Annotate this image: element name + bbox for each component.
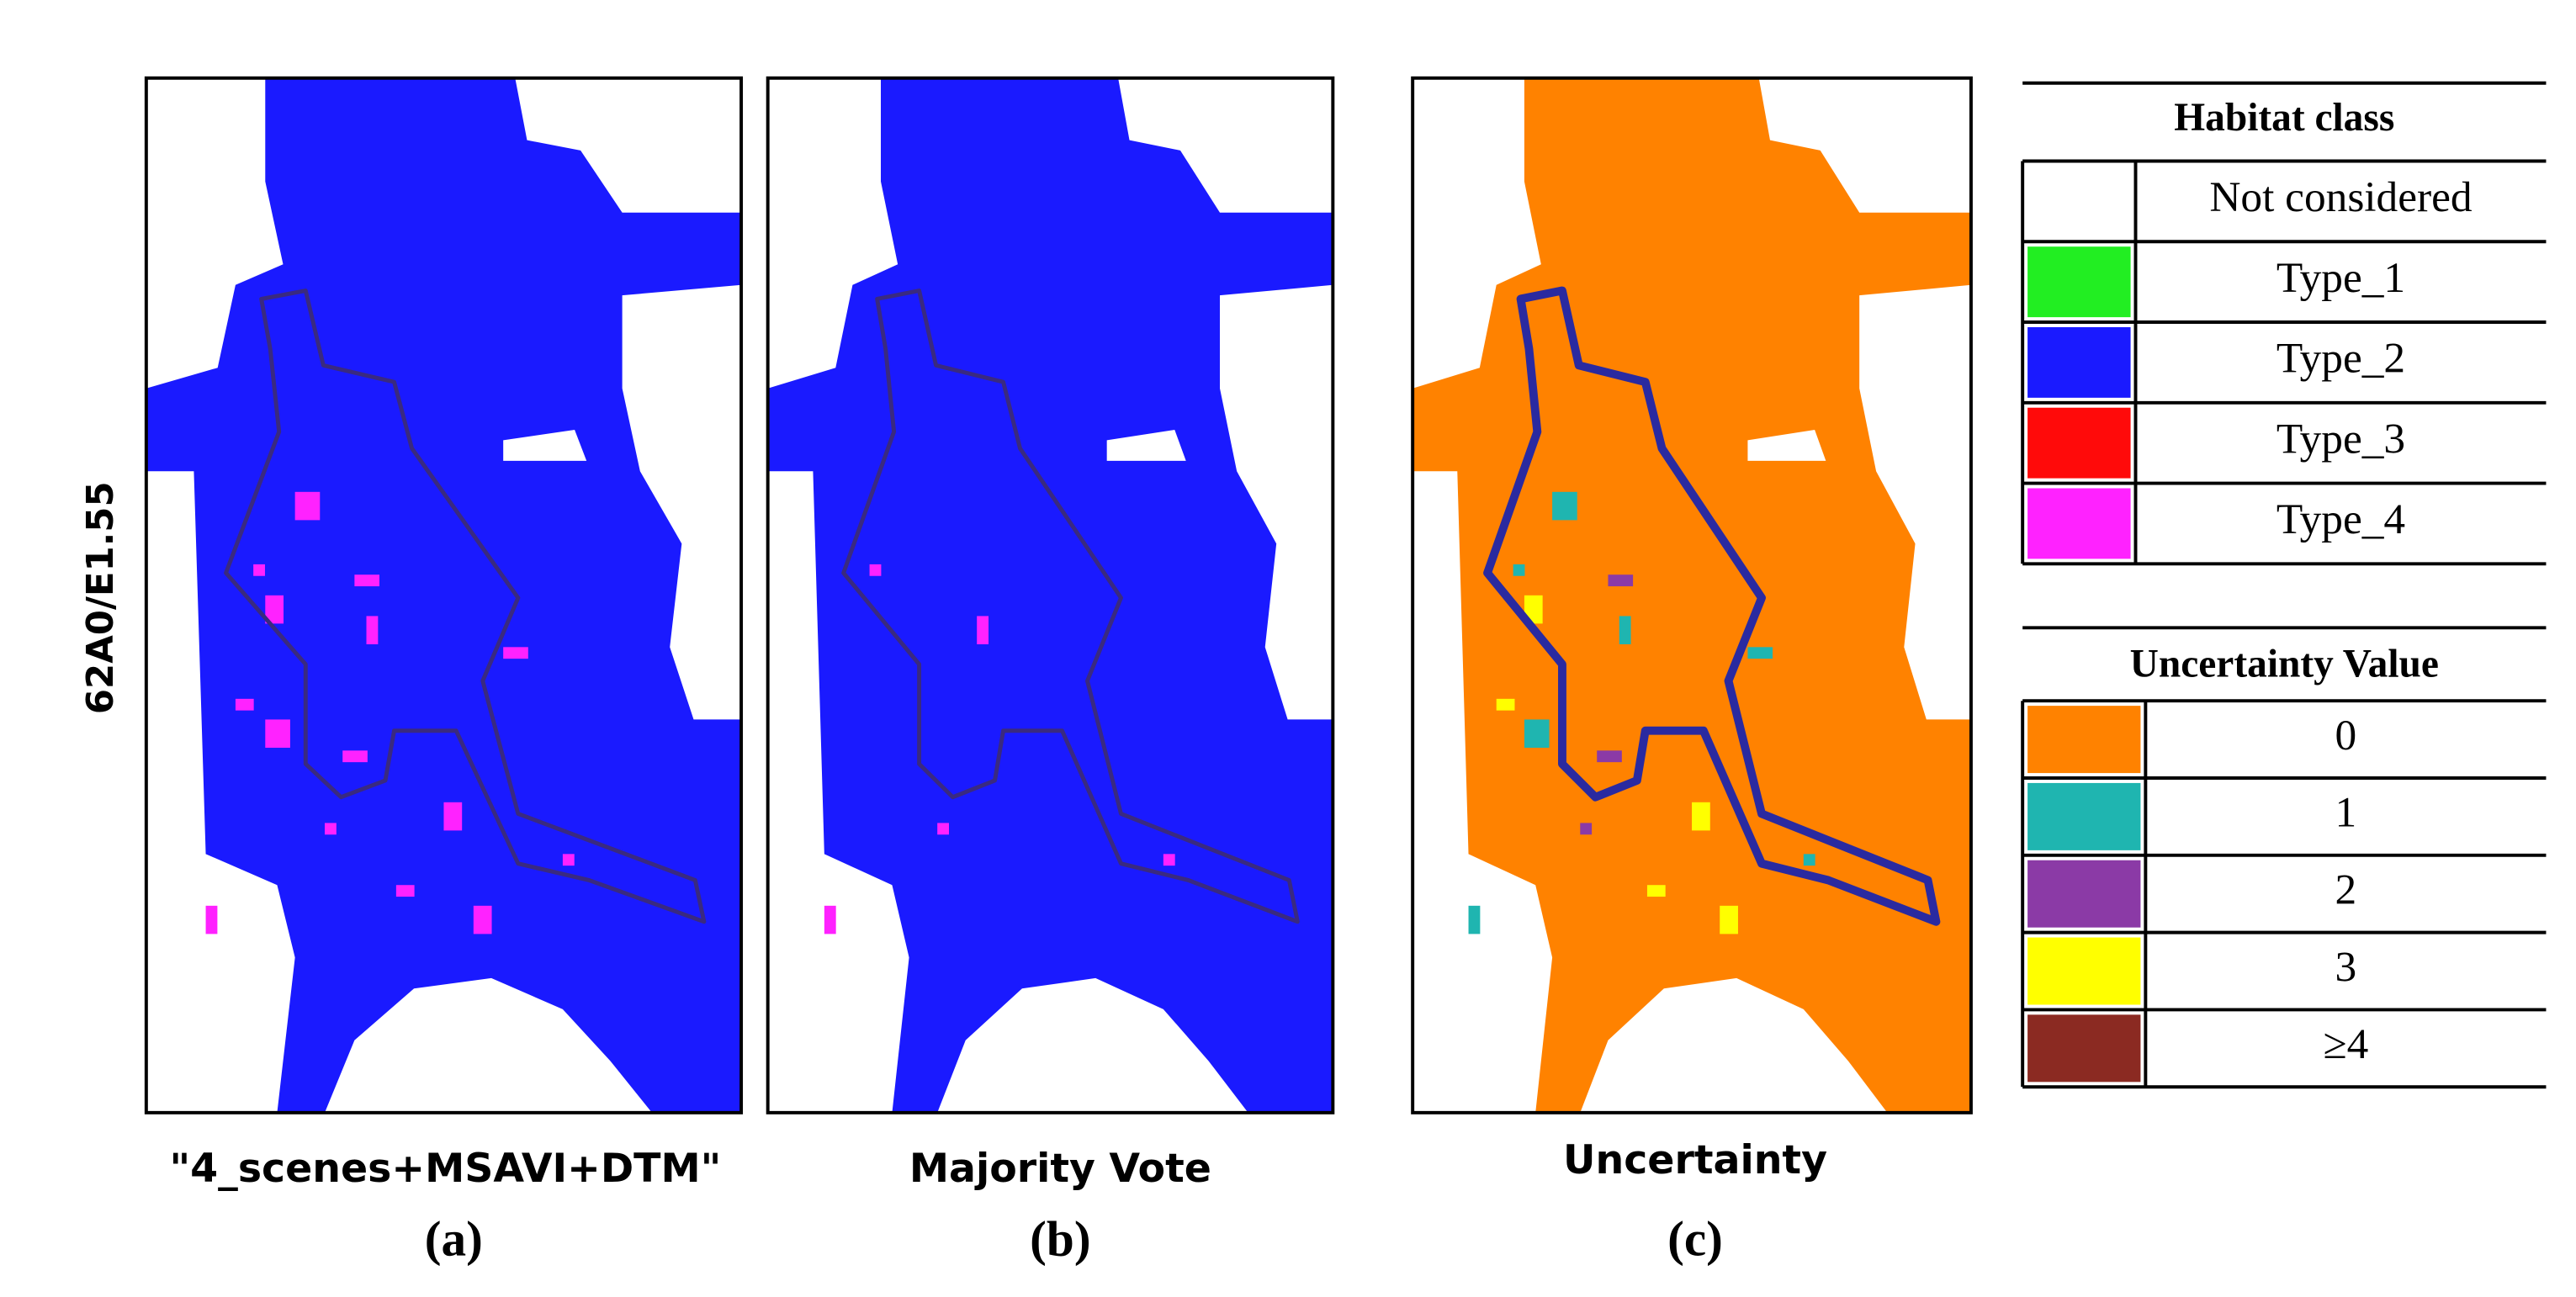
legend-label: Not considered — [2209, 173, 2473, 221]
panel-label: (a) — [425, 1210, 483, 1266]
row-label: 62A0/E1.55 — [80, 481, 122, 714]
map-pixel — [395, 885, 415, 897]
legend-label: Type_1 — [2277, 254, 2405, 302]
legend-title: Habitat class — [2174, 96, 2394, 140]
map-panel — [766, 76, 1335, 1114]
legend-label: 1 — [2335, 789, 2357, 837]
legend-swatch — [2027, 166, 2131, 237]
legend-swatch — [2027, 782, 2141, 850]
map-pixel — [1524, 595, 1543, 624]
panel-caption: Majority Vote — [909, 1146, 1211, 1192]
map-pixel — [443, 802, 463, 831]
map-pixel — [342, 750, 368, 763]
legend-label: Type_4 — [2277, 495, 2405, 543]
no-data-area — [622, 284, 742, 720]
map-pixel — [253, 564, 265, 576]
map-panel — [1411, 76, 1973, 1114]
map-pixel — [1619, 616, 1631, 644]
no-data-area — [1118, 77, 1333, 213]
map-pixel — [265, 595, 284, 624]
map-pixel — [325, 823, 337, 835]
no-data-area — [503, 430, 587, 461]
legend-title: Uncertainty Value — [2130, 643, 2439, 686]
legend-label: Type_2 — [2277, 335, 2405, 383]
no-data-area — [325, 977, 652, 1113]
no-data-area — [767, 471, 909, 1113]
legend-label: 2 — [2335, 866, 2357, 914]
no-data-area — [1747, 430, 1826, 461]
map-pixel — [205, 905, 218, 934]
map-pixel — [977, 616, 989, 644]
map-pixel — [1803, 854, 1815, 866]
legend-swatch — [2027, 1014, 2141, 1083]
map-pixel — [294, 491, 321, 521]
map-frame — [766, 76, 1335, 1114]
map-pixel — [1747, 647, 1773, 659]
map-pixel — [503, 647, 528, 659]
no-data-area — [1580, 977, 1888, 1113]
legend-swatch — [2027, 326, 2131, 398]
map-pixel — [1646, 885, 1666, 897]
panel-label: (c) — [1667, 1210, 1723, 1266]
map-pixel — [1163, 854, 1175, 866]
legend-swatch — [2027, 860, 2141, 928]
no-data-area — [1106, 430, 1186, 461]
map-pixel — [1597, 750, 1622, 763]
map-pixel — [235, 698, 254, 711]
legend-label: 0 — [2335, 712, 2357, 760]
map-pixel — [1468, 905, 1481, 934]
map-pixel — [1720, 905, 1738, 934]
site-outline — [1483, 286, 1941, 926]
no-data-area — [937, 977, 1248, 1113]
map-pixel — [473, 905, 492, 934]
panel-caption: "4_scenes+MSAVI+DTM" — [170, 1146, 722, 1192]
legend-swatch — [2027, 407, 2131, 479]
map-panel — [144, 76, 744, 1114]
no-data-area — [515, 77, 742, 213]
map-pixel — [824, 905, 836, 934]
legend-swatch — [2027, 937, 2141, 1005]
no-data-area — [146, 77, 284, 389]
no-data-area — [1220, 284, 1333, 720]
map-pixel — [1552, 491, 1577, 521]
legend-swatch — [2027, 706, 2141, 774]
site-outline — [224, 289, 707, 924]
map-pixel — [562, 854, 575, 866]
legend-swatch — [2027, 488, 2131, 559]
map-pixel — [1524, 719, 1550, 748]
map-pixel — [1692, 802, 1710, 831]
map-pixel — [354, 574, 380, 587]
map-frame — [1411, 76, 1973, 1114]
map-pixel — [1608, 574, 1634, 587]
map-pixel — [1496, 698, 1515, 711]
site-outline — [841, 289, 1300, 924]
no-data-area — [146, 471, 295, 1113]
no-data-area — [1859, 284, 1971, 720]
map-pixel — [1513, 564, 1525, 576]
panel-label: (b) — [1030, 1210, 1090, 1266]
panel-caption: Uncertainty — [1563, 1137, 1827, 1183]
legend-label: 3 — [2335, 943, 2357, 991]
legend-label: ≥4 — [2323, 1020, 2368, 1068]
map-pixel — [937, 823, 950, 835]
map-frame — [144, 76, 744, 1114]
legend-label: Type_3 — [2277, 415, 2405, 463]
legend-swatch — [2027, 246, 2131, 318]
map-pixel — [869, 564, 882, 576]
no-data-area — [1758, 77, 1971, 213]
no-data-area — [767, 77, 898, 389]
map-pixel — [1580, 823, 1593, 835]
no-data-area — [1413, 471, 1553, 1113]
map-pixel — [265, 719, 290, 748]
no-data-area — [1413, 77, 1541, 389]
map-pixel — [366, 616, 379, 644]
